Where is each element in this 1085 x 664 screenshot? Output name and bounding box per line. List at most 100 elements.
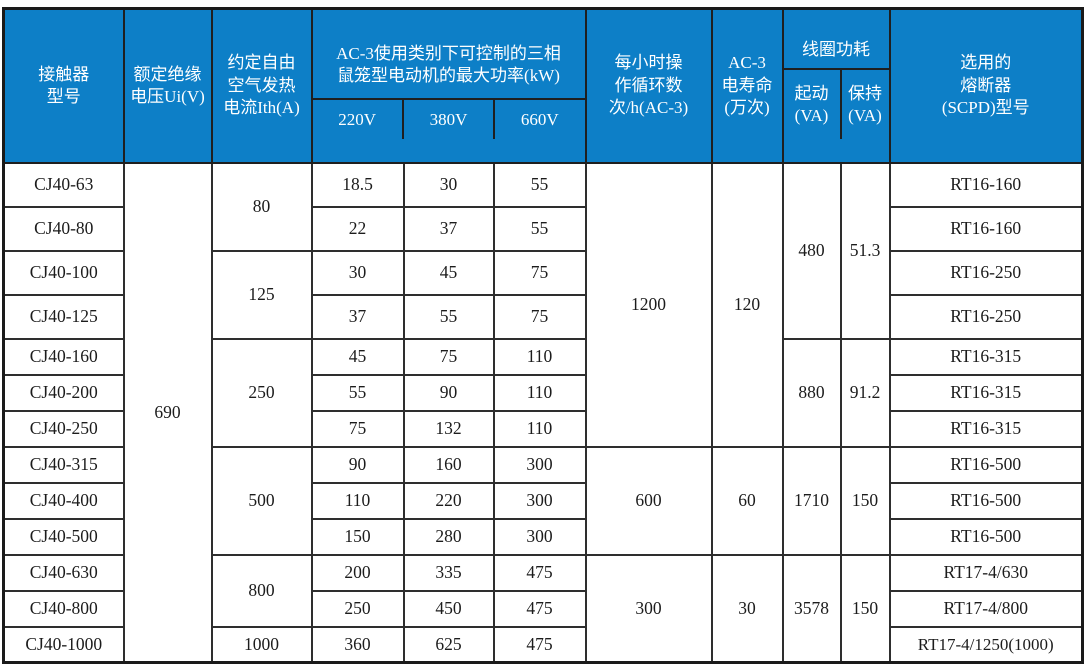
cell-life: 120 (710, 161, 784, 448)
cell-life: 60 (710, 445, 784, 556)
cell-p380: 90 (402, 373, 495, 412)
header-220v: 220V (338, 109, 377, 129)
cell-cycles: 1200 (584, 161, 713, 448)
cell-fuse: RT16-250 (888, 249, 1084, 296)
header-thermal-current: 约定自由 空气发热 电流Ith(A) (210, 7, 313, 164)
cell-life: 30 (710, 553, 784, 664)
header-rated-insulation-voltage: 额定绝缘 电压Ui(V) (122, 7, 213, 164)
cell-p660: 475 (492, 625, 587, 664)
cell-model: CJ40-80 (2, 205, 125, 252)
cell-model: CJ40-125 (2, 293, 125, 340)
header-row: 接触器 型号 额定绝缘 电压Ui(V) 约定自由 空气发热 电流Ith(A) A… (2, 7, 1084, 164)
cell-fuse: RT16-250 (888, 293, 1084, 340)
cell-p220: 45 (310, 337, 405, 376)
cell-fuse: RT16-315 (888, 337, 1084, 376)
table-row: CJ40-250 75 132 110 RT16-315 (2, 409, 1084, 448)
cell-p380: 220 (402, 481, 495, 520)
cell-fuse: RT16-500 (888, 481, 1084, 520)
cell-model: CJ40-100 (2, 249, 125, 296)
cell-cycles: 300 (584, 553, 713, 664)
cell-model: CJ40-400 (2, 481, 125, 520)
cell-p220: 30 (310, 249, 405, 296)
cell-coil-hold: 91.2 (839, 337, 891, 448)
cell-p380: 335 (402, 553, 495, 592)
header-power-group-title: AC-3使用类别下可控制的三相 鼠笼型电动机的最大功率(kW) (313, 32, 584, 101)
cell-p220: 22 (310, 205, 405, 252)
cell-p660: 475 (492, 589, 587, 628)
cell-fuse: RT16-160 (888, 205, 1084, 252)
cell-coil-hold: 51.3 (839, 161, 891, 340)
cell-p380: 55 (402, 293, 495, 340)
cell-p380: 75 (402, 337, 495, 376)
cell-p220: 200 (310, 553, 405, 592)
table-row: CJ40-125 37 55 75 RT16-250 (2, 293, 1084, 340)
table-row: CJ40-200 55 90 110 RT16-315 (2, 373, 1084, 412)
cell-p220: 55 (310, 373, 405, 412)
cell-ith: 80 (210, 161, 313, 252)
cell-p220: 150 (310, 517, 405, 556)
cell-fuse: RT16-500 (888, 445, 1084, 484)
contactor-spec-table-wrap: 接触器 型号 额定绝缘 电压Ui(V) 约定自由 空气发热 电流Ith(A) A… (2, 7, 1084, 664)
table-row: CJ40-160 250 45 75 110 880 91.2 RT16-315 (2, 337, 1084, 448)
cell-model: CJ40-63 (2, 161, 125, 208)
cell-p380: 160 (402, 445, 495, 484)
cell-fuse: RT17-4/800 (888, 589, 1084, 628)
cell-fuse: RT16-500 (888, 517, 1084, 556)
cell-fuse: RT16-315 (888, 373, 1084, 412)
header-660v: 660V (493, 100, 583, 140)
header-coil-start: 起动 (VA) (794, 83, 829, 125)
header-power-group: AC-3使用类别下可控制的三相 鼠笼型电动机的最大功率(kW) 220V 380… (310, 7, 587, 164)
cell-ith: 250 (210, 337, 313, 448)
table-row: CJ40-800 250 450 475 RT17-4/800 (2, 589, 1084, 628)
cell-ith: 800 (210, 553, 313, 628)
cell-fuse: RT17-4/1250(1000) (888, 625, 1084, 664)
cell-ith: 500 (210, 445, 313, 556)
cell-coil-hold: 150 (839, 553, 891, 664)
cell-ui-690: 690 (122, 161, 213, 664)
cell-p380: 280 (402, 517, 495, 556)
cell-model: CJ40-250 (2, 409, 125, 448)
cell-p380: 132 (402, 409, 495, 448)
table-row: CJ40-400 110 220 300 RT16-500 (2, 481, 1084, 520)
cell-p220: 75 (310, 409, 405, 448)
header-coil-group: 线圈功耗 起动 (VA) 保持 (VA) (781, 7, 891, 164)
cell-p660: 55 (492, 205, 587, 252)
header-380v: 380V (401, 100, 493, 140)
table-row: CJ40-63 690 80 18.5 30 55 1200 120 480 5… (2, 161, 1084, 664)
cell-p380: 450 (402, 589, 495, 628)
cell-coil-start: 480 (781, 161, 842, 340)
table-row: CJ40-500 150 280 300 RT16-500 (2, 517, 1084, 556)
cell-p660: 300 (492, 481, 587, 520)
cell-coil-hold: 150 (839, 445, 891, 556)
header-electrical-life: AC-3 电寿命 (万次) (710, 7, 784, 164)
cell-p220: 110 (310, 481, 405, 520)
cell-ith: 1000 (210, 625, 313, 664)
cell-model: CJ40-315 (2, 445, 125, 484)
cell-fuse: RT17-4/630 (888, 553, 1084, 592)
cell-p220: 18.5 (310, 161, 405, 208)
cell-p660: 110 (492, 337, 587, 376)
cell-p660: 475 (492, 553, 587, 592)
cell-p220: 37 (310, 293, 405, 340)
header-operating-cycles: 每小时操 作循环数 次/h(AC-3) (584, 7, 713, 164)
cell-coil-start: 1710 (781, 445, 842, 556)
table-row: CJ40-100 125 30 45 75 RT16-250 (2, 249, 1084, 340)
cell-p660: 300 (492, 517, 587, 556)
cell-model: CJ40-200 (2, 373, 125, 412)
header-fuse-type: 选用的 熔断器 (SCPD)型号 (888, 7, 1084, 164)
cell-coil-start: 880 (781, 337, 842, 448)
header-coil-group-title: 线圈功耗 (784, 32, 888, 71)
cell-p220: 250 (310, 589, 405, 628)
cell-model: CJ40-630 (2, 553, 125, 592)
cell-ith: 125 (210, 249, 313, 340)
cell-p380: 30 (402, 161, 495, 208)
cell-p660: 300 (492, 445, 587, 484)
table-row: CJ40-80 22 37 55 RT16-160 (2, 205, 1084, 252)
cell-p660: 75 (492, 293, 587, 340)
cell-p220: 90 (310, 445, 405, 484)
header-model: 接触器 型号 (2, 7, 125, 164)
cell-model: CJ40-500 (2, 517, 125, 556)
cell-fuse: RT16-315 (888, 409, 1084, 448)
cell-p380: 37 (402, 205, 495, 252)
cell-p220: 360 (310, 625, 405, 664)
